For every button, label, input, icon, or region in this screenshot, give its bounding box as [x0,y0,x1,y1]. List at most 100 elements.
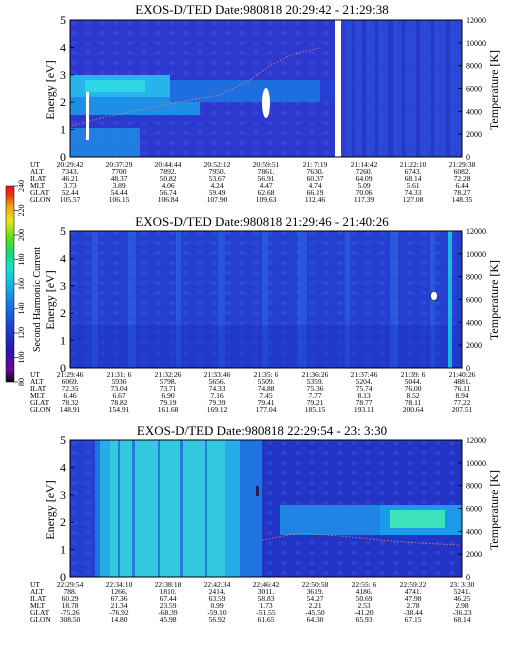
info-cell: 73.04 [111,384,128,393]
info-cell: 21.34 [111,601,128,610]
info-cell: 7260. [356,167,373,176]
energy-tick-label: 1 [60,543,66,557]
info-cell: 7.77 [308,391,321,400]
info-cell: -36.23 [452,608,472,617]
temperature-tick-label: 12000 [466,436,486,445]
info-cell: 193.11 [354,405,375,414]
panel-1-ylabel: Energy [eV] [43,60,57,119]
info-cell: 14.80 [111,615,128,624]
energy-tick-label: 2 [60,306,66,320]
info-cell: 73.71 [160,384,177,393]
temperature-tick-label: 4000 [466,107,482,116]
info-cell: 6743. [405,167,422,176]
info-cell: 68.14 [454,615,471,624]
info-cell: -68.39 [158,608,178,617]
info-cell: 23: 3:30 [450,580,475,589]
info-cell: 4.47 [259,181,272,190]
colorbar-tick-label: 180 [17,254,26,266]
info-cell: 6.44 [455,181,468,190]
info-cell: 7892. [160,167,177,176]
info-cell: 72.28 [454,174,471,183]
info-row-label: MLT [30,601,46,610]
info-cell: 52.44 [62,188,79,197]
info-cell: 5656. [209,377,226,386]
info-cell: 3.89 [112,181,125,190]
info-cell: 56.74 [160,188,177,197]
energy-tick-label: 5 [60,13,66,27]
info-cell: 21:37:46 [351,370,378,379]
panel-3-y2label: Temperature [K] [487,470,501,550]
temperature-tick-label: 8000 [466,273,482,282]
info-cell: 6.67 [112,391,125,400]
temperature-tick-label: 6000 [466,505,482,514]
info-cell: 2.78 [406,601,419,610]
info-cell: 50.69 [356,594,373,603]
panel-3-title: EXOS-D/TED Date:980818 22:29:54 - 23: 3:… [137,423,387,438]
info-cell: 67.44 [160,594,177,603]
info-cell: 56.92 [209,615,226,624]
colorbar-tick-label: 220 [17,205,26,217]
info-cell: 47.98 [405,594,422,603]
colorbar-gradient [5,185,15,383]
info-cell: 4186. [356,587,373,596]
energy-tick-label: 0 [60,361,66,375]
info-cell: 7861. [258,167,275,176]
temperature-tick-label: 2000 [466,341,482,350]
info-cell: 22:59:22 [400,580,427,589]
info-cell: 5936 [112,377,127,386]
info-cell: 79.39 [209,398,226,407]
info-cell: 22:38:18 [155,580,182,589]
info-cell: 21:35: 6 [254,370,279,379]
info-cell: 1266. [111,587,128,596]
info-cell: 22:55: 6 [352,580,377,589]
info-row-label: GLON [30,195,51,204]
info-cell: 62.68 [258,188,275,197]
info-cell: 79.41 [258,398,275,407]
info-cell: 7343. [62,167,79,176]
info-cell: 64.09 [356,174,373,183]
temperature-tick-label: 12000 [466,16,486,25]
info-cell: 7.16 [210,391,223,400]
colorbar-label: Second Harmonic Current [32,247,43,352]
info-cell: 1.73 [259,601,272,610]
panel-2-y2label: Temperature [K] [487,260,501,340]
info-cell: 20:37:29 [106,160,133,169]
info-cell: 74.33 [405,188,422,197]
info-cell: 59.49 [209,188,226,197]
info-cell: 1810. [160,587,177,596]
info-cell: 67.36 [111,594,128,603]
info-cell: -75.26 [60,608,80,617]
info-cell: 3.73 [63,181,76,190]
temperature-tick-label: 10000 [466,459,486,468]
info-cell: 23.59 [160,601,177,610]
temperature-tick-label: 6000 [466,296,482,305]
temperature-tick-label: 10000 [466,250,486,259]
panel-2-info-table: UTALTILATMLTGLATGLON21:29:466069.72.356.… [30,370,476,414]
temperature-tick-label: 10000 [466,39,486,48]
info-cell: 78.11 [405,398,422,407]
info-cell: 7700 [112,167,127,176]
info-cell: 53.67 [209,174,226,183]
info-cell: 3619. [307,587,324,596]
info-cell: 7950. [209,167,226,176]
info-cell: 5509. [258,377,275,386]
info-cell: 50.82 [160,174,177,183]
info-cell: 56.91 [258,174,275,183]
energy-tick-label: 2 [60,515,66,529]
info-cell: 54.44 [111,188,128,197]
info-cell: 21:31: 6 [107,370,132,379]
panel-1-y2label: Temperature [K] [487,50,501,130]
energy-tick-label: 4 [60,460,66,474]
energy-tick-label: 1 [60,123,66,137]
info-cell: 54.27 [307,594,324,603]
info-cell: 5798. [160,377,177,386]
info-cell: 75.36 [307,384,324,393]
energy-tick-label: 0 [60,570,66,584]
info-cell: 72.35 [62,384,79,393]
info-cell: 68.14 [405,174,422,183]
info-cell: 6069. [62,377,79,386]
info-cell: 21:29:38 [449,160,476,169]
info-cell: 67.15 [405,615,422,624]
info-row-label: ILAT [30,174,47,183]
